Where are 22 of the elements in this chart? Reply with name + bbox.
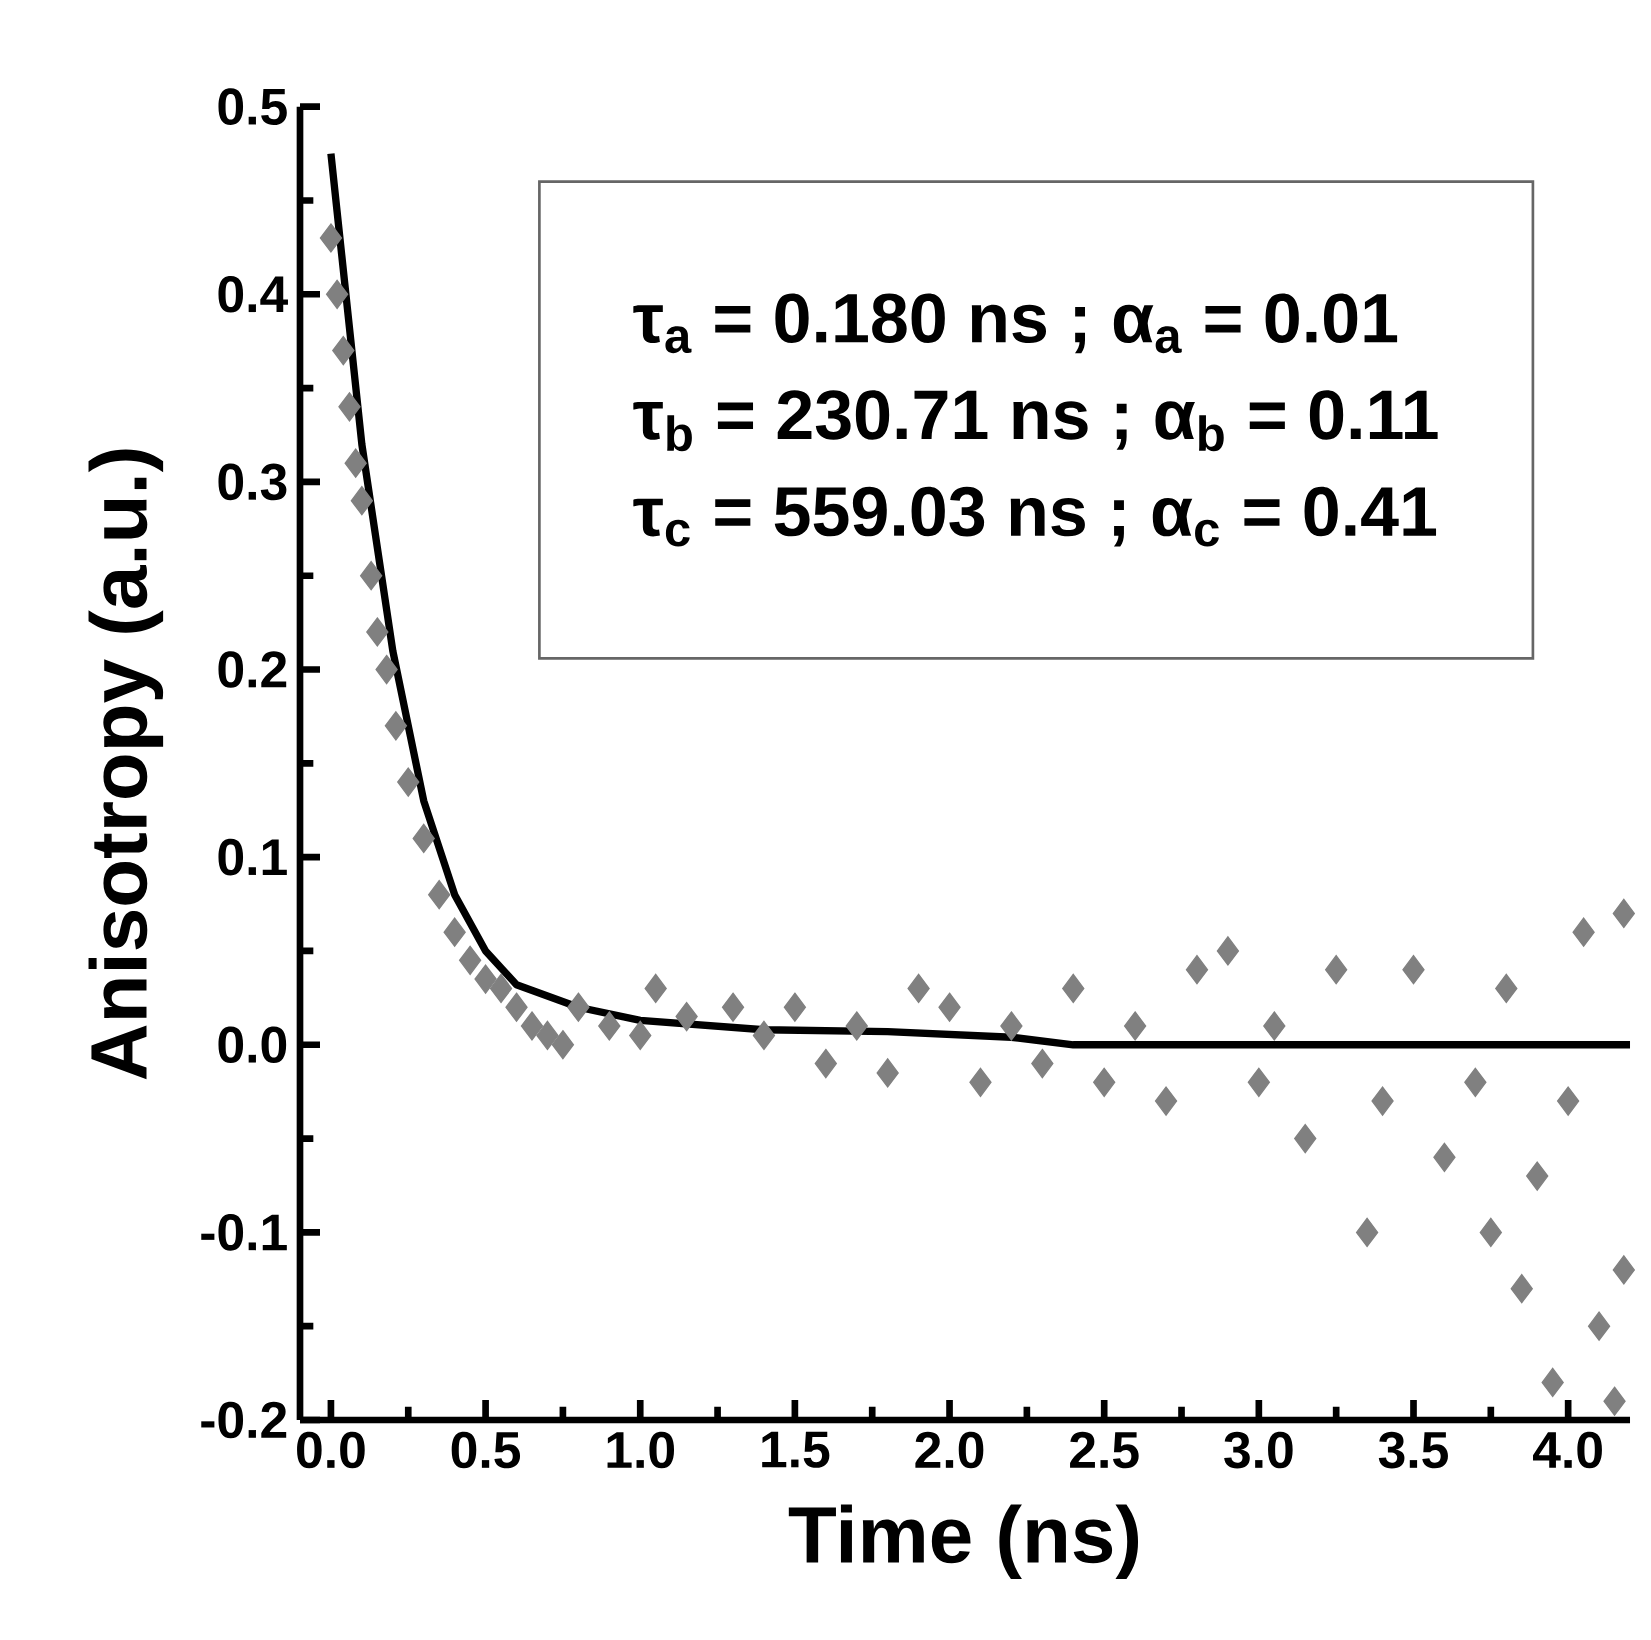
y-tick-label: 0.1 [218, 838, 287, 876]
y-tick-label: 0.5 [218, 88, 287, 125]
x-tick-label: 0.0 [297, 1431, 365, 1469]
y-tick-label: -0.2 [201, 1401, 287, 1439]
x-tick-label: 2.5 [1070, 1431, 1139, 1469]
y-axis-title: Anisotropy (a.u.) [88, 449, 164, 1080]
x-tick-label: 1.0 [607, 1431, 675, 1469]
y-tick-label: -0.1 [201, 1214, 287, 1251]
y-tick-label: 0.2 [218, 651, 287, 688]
x-axis-title: Time (ns) [788, 1504, 1139, 1580]
x-tick-label: 0.5 [451, 1431, 521, 1469]
y-tick-label: 0.4 [218, 275, 288, 313]
annotation: τ$_{b}$ = 230.71 ns ; α$_{b}$ = 0.11 [633, 390, 1438, 452]
x-tick-label: 4.0 [1533, 1431, 1602, 1469]
y-tick-label: 0.0 [218, 1026, 287, 1064]
annotation: τ$_{c}$ = 559.03 ns ; α$_{c}$ = 0.41 [633, 486, 1437, 547]
x-tick-label: 3.5 [1378, 1431, 1448, 1469]
x-tick-label: 3.0 [1224, 1431, 1293, 1469]
x-tick-label: 1.5 [762, 1431, 830, 1468]
x-tick-label: 2.0 [915, 1431, 984, 1469]
y-tick-label: 0.3 [218, 463, 287, 501]
annotation: τ$_{a}$ = 0.180 ns ; α$_{a}$ = 0.01 [633, 293, 1398, 354]
